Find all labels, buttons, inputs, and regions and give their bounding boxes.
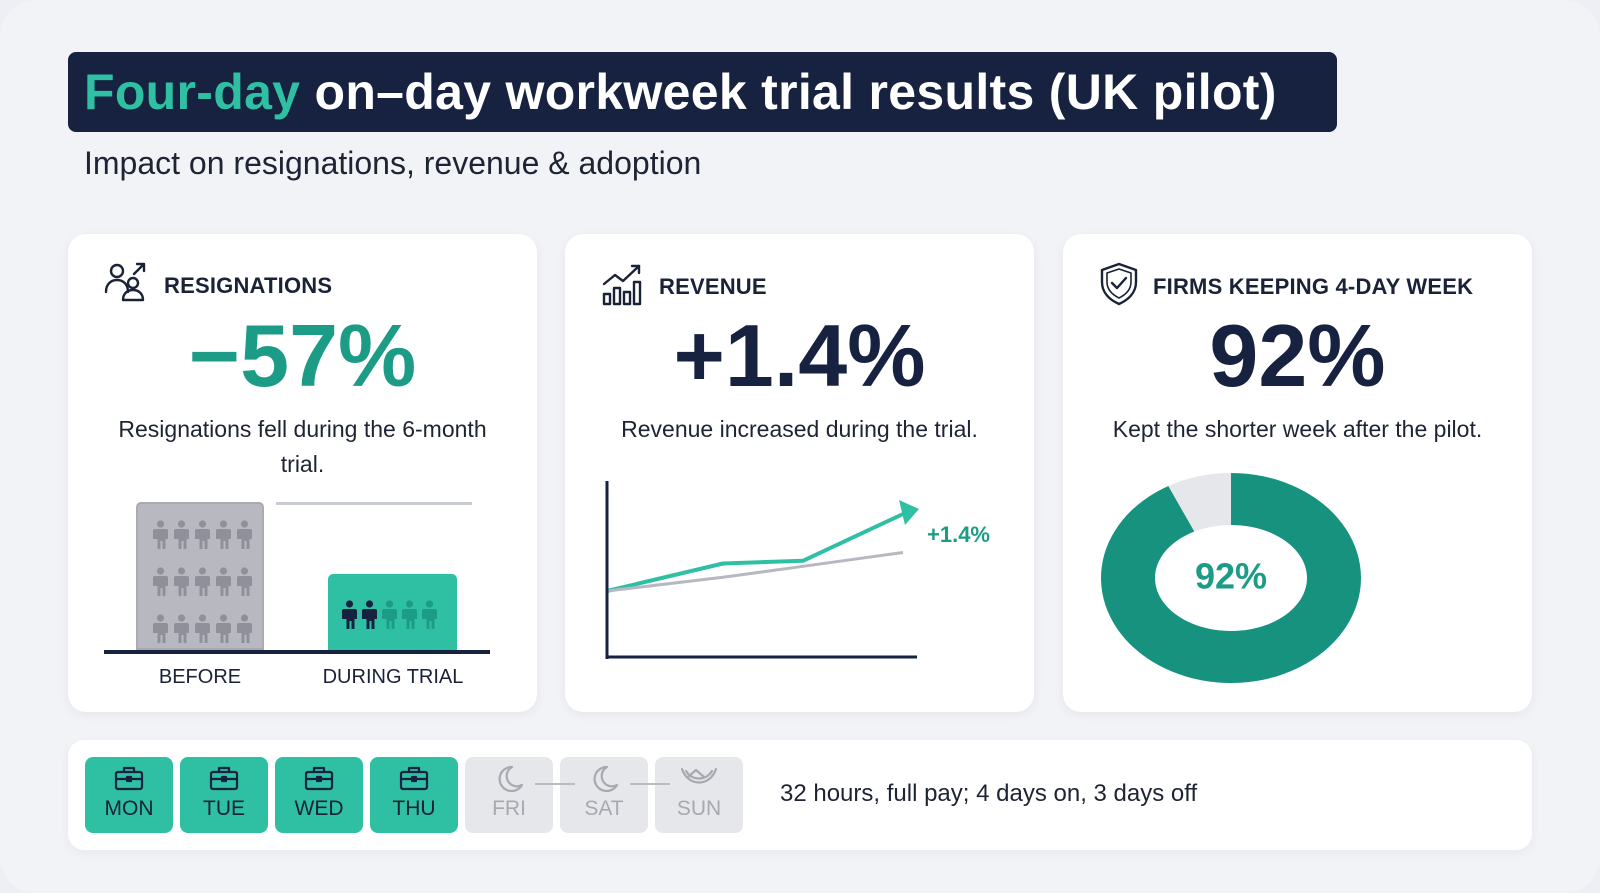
growth-chart-icon [601,262,645,311]
person-icon [381,600,398,635]
reference-line [276,502,472,505]
moon-icon [494,765,524,793]
person-icon [401,600,418,635]
hammock-icon [680,765,718,793]
donut-slice-kept [1101,473,1361,683]
revenue-card: REVENUE +1.4% Revenue increased during t… [565,234,1034,712]
page-subtitle: Impact on resignations, revenue & adopti… [84,145,702,181]
resignations-value: −57% [188,306,417,405]
person-icon [341,600,358,635]
off-days-connector [535,783,575,785]
bar-during-trial [328,574,457,650]
people-row [152,614,253,649]
donut-slice-not-kept [1168,473,1231,532]
people-icons-before [152,520,253,661]
firms-card: FIRMS KEEPING 4-DAY WEEK 92% Kept the sh… [1063,234,1532,712]
day-tue: TUE [180,757,268,833]
bar-label-during: DURING TRIAL [322,666,464,688]
moon-icon [589,765,619,793]
day-label: WED [294,797,344,820]
person-icon [215,567,232,602]
workweek-note: 32 hours, full pay; 4 days on, 3 days of… [780,780,1198,807]
day-sun: SUN [655,757,743,833]
people-icons-during [341,600,438,635]
firms-donut-chart: 92% [1101,473,1361,683]
briefcase-icon [209,765,239,793]
day-sat: SAT [560,757,648,833]
revenue-label: REVENUE [659,273,767,299]
person-icon [173,614,190,649]
person-icon [215,614,232,649]
person-icon [173,520,190,555]
briefcase-icon [114,765,144,793]
page-title: Four-day on–day workweek trial results (… [84,63,1277,121]
people-row [152,567,253,602]
day-label: MON [104,797,154,820]
off-days-connector [630,783,670,785]
resignations-label: RESIGNATIONS [164,272,333,298]
day-label: FRI [492,797,526,820]
person-icon [236,520,253,555]
day-label: SAT [584,797,624,820]
chart-baseline [104,650,490,654]
person-icon [215,520,232,555]
briefcase-icon [304,765,334,793]
firms-value: 92% [1209,306,1386,405]
revenue-series-line [606,512,904,593]
firms-description: Kept the shorter week after the pilot. [1112,416,1483,442]
day-label: THU [392,797,436,820]
person-icon [152,614,169,649]
firms-header: FIRMS KEEPING 4-DAY WEEK [1099,262,1473,311]
revenue-arrow-head [899,500,919,525]
person-icon [361,600,378,635]
resignations-header: RESIGNATIONS [104,262,332,309]
day-label: SUN [676,797,722,820]
day-wed: WED [275,757,363,833]
day-mon: MON [85,757,173,833]
baseline-series-line [606,551,904,593]
people-exit-icon [104,262,150,309]
workweek-strip: MON TUE WED THU FRI SAT SUN 32 hours, full pay… [68,740,1532,850]
person-icon [152,520,169,555]
briefcase-icon [399,765,429,793]
bar-label-before: BEFORE [158,666,242,688]
day-fri: FRI [465,757,553,833]
person-icon [194,567,211,602]
title-rest: on–day workweek trial results (UK pilot) [300,64,1277,120]
people-row [152,520,253,555]
bar-before [136,502,264,650]
person-icon [173,567,190,602]
resignations-description: Resignations fell during the 6-month tri… [118,416,487,477]
firms-label: FIRMS KEEPING 4-DAY WEEK [1153,273,1474,299]
title-accent: Four-day [84,64,301,120]
person-icon [152,567,169,602]
donut-center-label: 92% [1195,556,1267,597]
revenue-annotation: +1.4% [927,522,990,547]
resignations-card: RESIGNATIONS −57% Resignations fell duri… [68,234,537,712]
title-bar: Four-day on–day workweek trial results (… [68,52,1337,132]
day-label: TUE [203,797,245,820]
person-icon [421,600,438,635]
person-icon [236,614,253,649]
revenue-line-chart: +1.4% [605,481,990,659]
revenue-header: REVENUE [601,262,767,311]
person-icon [236,567,253,602]
shield-check-icon [1099,262,1139,311]
revenue-description: Revenue increased during the trial. [621,416,978,442]
revenue-value: +1.4% [673,306,926,405]
person-icon [194,520,211,555]
person-icon [194,614,211,649]
day-thu: THU [370,757,458,833]
